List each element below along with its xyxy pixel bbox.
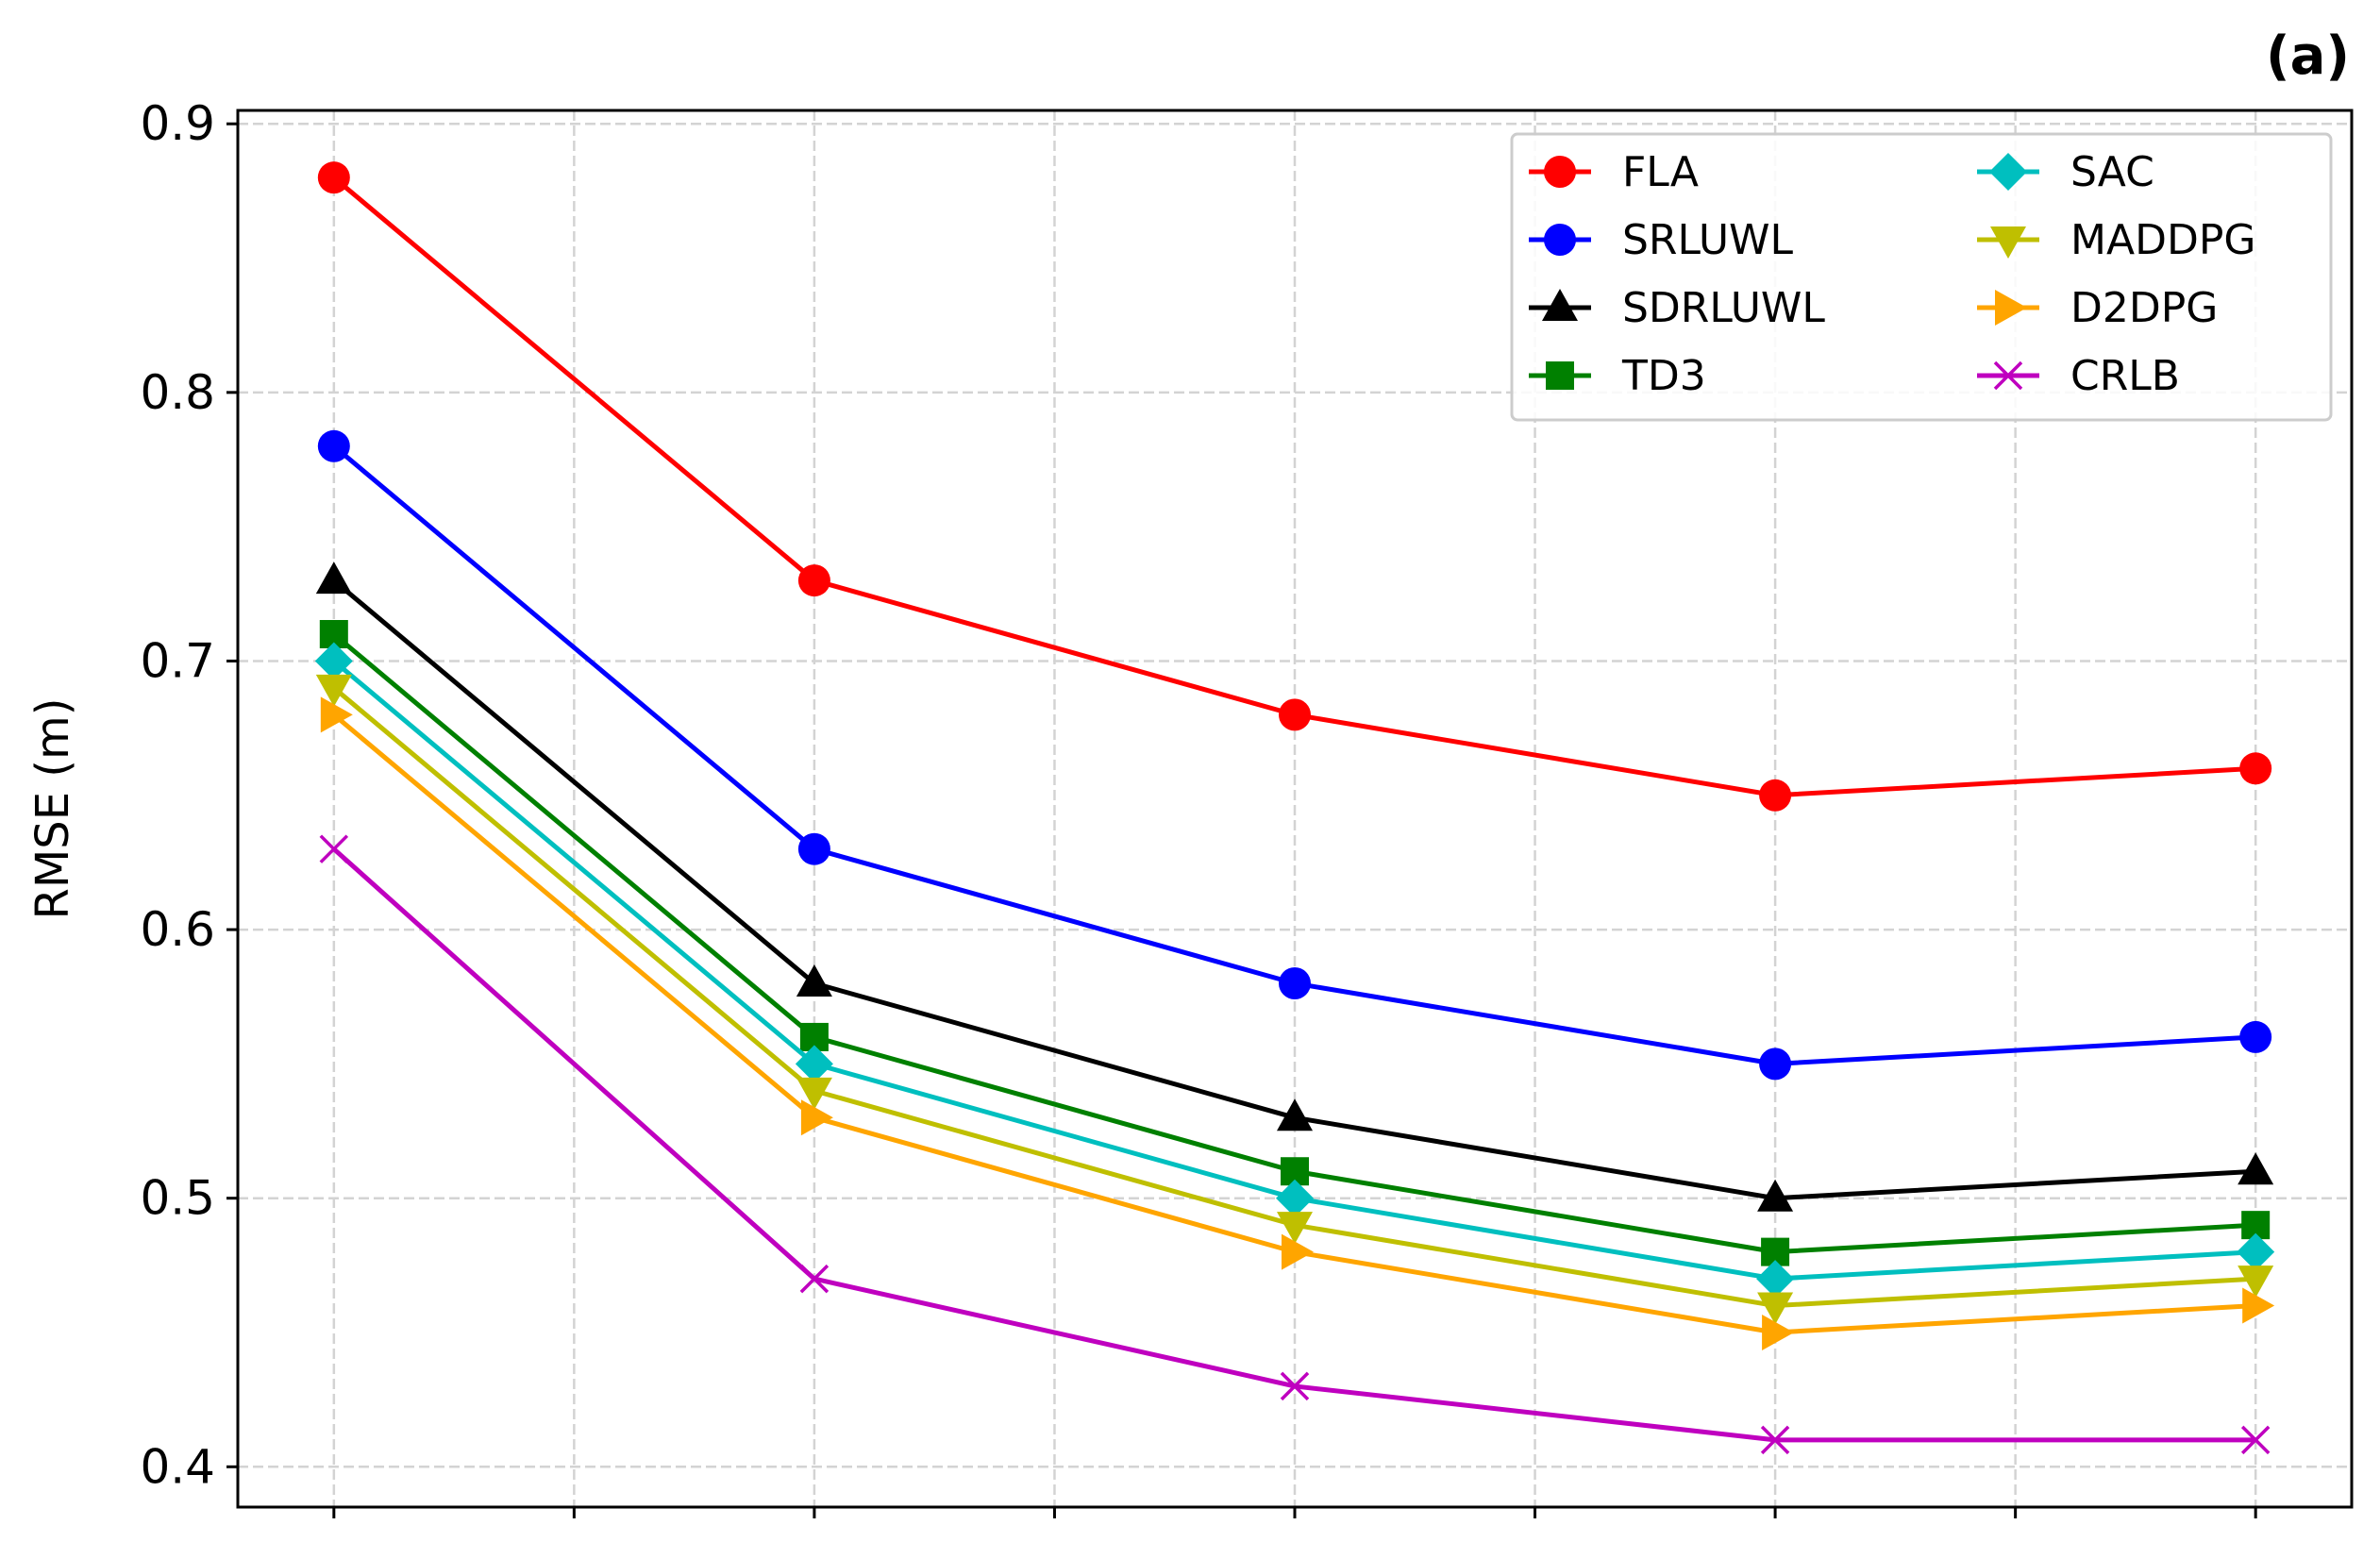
legend-marker-d2dpg (1995, 290, 2027, 326)
legend-marker-td3 (1546, 361, 1574, 390)
point-maddpg (315, 674, 352, 707)
point-srluwl (317, 429, 350, 462)
legend-label-maddpg: MADDPG (2070, 216, 2255, 264)
point-sac (1756, 1260, 1795, 1299)
point-sdrluwl (1277, 1098, 1313, 1131)
legend-label-d2dpg: D2DPG (2070, 284, 2218, 332)
legend-box (1510, 132, 2333, 422)
point-crlb (1280, 1371, 1310, 1401)
point-sac (1276, 1179, 1314, 1217)
point-fla (317, 161, 350, 194)
point-fla (1279, 698, 1311, 731)
series-sdrluwl (315, 561, 2274, 1212)
point-sdrluwl (796, 964, 832, 997)
point-maddpg (2238, 1265, 2274, 1299)
axis-ticks: 0.4 0.5 0.6 0.7 0.8 0.9 (140, 96, 2257, 1518)
point-maddpg (1757, 1292, 1794, 1325)
point-sdrluwl (315, 561, 352, 595)
point-crlb (799, 1264, 830, 1294)
panel-label: (a) (2266, 25, 2350, 87)
point-srluwl (1759, 1048, 1792, 1081)
legend: FLA SRLUWL SDRLUWL TD3 SAC MADDPG D2DPG CRLB (1510, 132, 2333, 422)
legend-marker-srluwl (1544, 224, 1576, 256)
legend-label-fla: FLA (1622, 148, 1699, 196)
point-d2dpg (800, 1099, 833, 1136)
series-crlb (319, 834, 2271, 1455)
legend-label-sac: SAC (2070, 148, 2154, 196)
legend-label-srluwl: SRLUWL (1622, 216, 1794, 264)
point-sdrluwl (1757, 1179, 1794, 1212)
y-tick-label: 0.9 (140, 96, 215, 151)
point-sac (314, 642, 353, 680)
series-lines (314, 161, 2275, 1455)
legend-label-sdrluwl: SDRLUWL (1622, 284, 1825, 332)
point-maddpg (1277, 1212, 1313, 1245)
legend-marker-sac (1989, 153, 2027, 191)
point-d2dpg (1762, 1315, 1795, 1350)
legend-marker-sdrluwl (1542, 289, 1578, 321)
y-tick-label: 0.5 (140, 1171, 215, 1226)
series-fla (317, 161, 2272, 812)
point-crlb (319, 834, 349, 863)
point-maddpg (796, 1077, 832, 1110)
series-d2dpg (320, 696, 2275, 1350)
point-srluwl (1279, 967, 1311, 999)
legend-marker-crlb (1993, 360, 2023, 391)
y-tick-label: 0.8 (140, 365, 215, 420)
point-fla (1759, 779, 1792, 812)
point-crlb (2240, 1425, 2271, 1455)
y-axis-label: RMSE (m) (26, 697, 79, 919)
y-tick-label: 0.7 (140, 633, 215, 688)
point-d2dpg (320, 696, 353, 733)
legend-marker-maddpg (1990, 226, 2026, 259)
legend-label-crlb: CRLB (2070, 352, 2180, 400)
y-tick-label: 0.4 (140, 1439, 215, 1494)
series-sac (314, 642, 2275, 1299)
legend-label-td3: TD3 (1621, 352, 1706, 400)
y-tick-label: 0.6 (140, 902, 215, 957)
point-d2dpg (1282, 1233, 1314, 1270)
point-srluwl (2239, 1020, 2272, 1053)
point-sac (2237, 1232, 2275, 1271)
series-maddpg (315, 674, 2274, 1325)
series-srluwl (317, 429, 2272, 1081)
point-srluwl (797, 832, 830, 865)
point-sac (795, 1045, 833, 1083)
point-sdrluwl (2238, 1152, 2274, 1185)
point-fla (797, 564, 830, 597)
point-fla (2239, 752, 2272, 785)
point-d2dpg (2242, 1287, 2275, 1324)
legend-marker-fla (1544, 156, 1576, 188)
point-crlb (1760, 1425, 1790, 1455)
